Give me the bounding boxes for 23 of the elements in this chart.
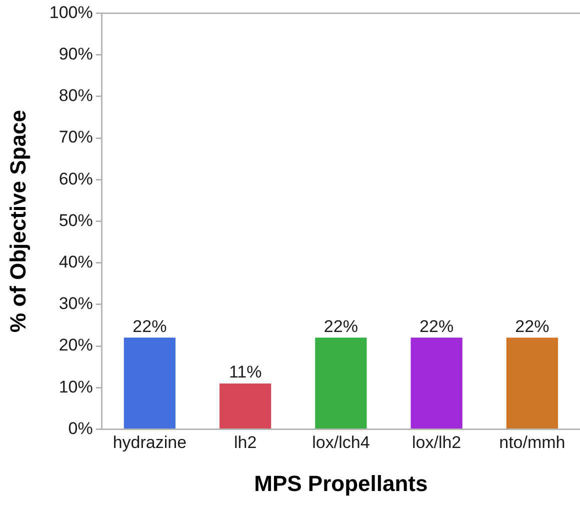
- data-label: 22%: [324, 316, 358, 336]
- y-tick-label: 90%: [58, 44, 93, 64]
- y-tick-label: 40%: [58, 252, 93, 272]
- y-axis-title: % of Objective Space: [5, 110, 30, 332]
- y-tick-label: 80%: [58, 86, 93, 106]
- y-tick-label: 70%: [58, 128, 93, 147]
- y-tick-label: 100%: [49, 2, 93, 22]
- x-axis-title: MPS Propellants: [254, 470, 428, 496]
- x-tick-label: lh2: [234, 433, 257, 452]
- y-tick-label: 30%: [58, 294, 93, 314]
- x-tick-label: nto/mmh: [499, 433, 566, 452]
- data-label: 22%: [132, 316, 167, 336]
- y-tick-label: 20%: [58, 336, 93, 355]
- y-tick-label: 50%: [58, 210, 93, 230]
- x-tick-label: lox/lh2: [412, 433, 462, 452]
- data-label: 11%: [228, 362, 262, 382]
- y-tick-label: 10%: [58, 377, 93, 396]
- data-label: 22%: [515, 316, 550, 336]
- x-tick-label: lox/lch4: [312, 433, 370, 452]
- data-label: 22%: [420, 316, 454, 336]
- y-tick-label: 60%: [58, 169, 93, 188]
- x-tick-label: hydrazine: [112, 433, 187, 452]
- y-tick-label: 0%: [68, 418, 93, 438]
